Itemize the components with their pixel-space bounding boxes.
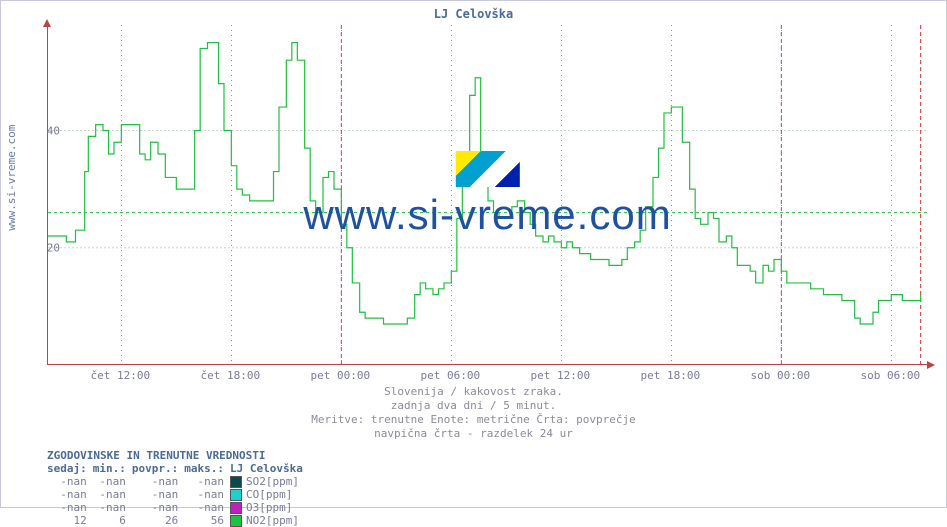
legend-value: -nan [47, 488, 93, 501]
x-tick-label: pet 06:00 [421, 369, 481, 382]
legend-value: 12 [47, 514, 93, 527]
x-tick-label: pet 18:00 [641, 369, 701, 382]
x-tick-label: pet 12:00 [531, 369, 591, 382]
legend-swatch-icon [230, 502, 242, 514]
legend-series: CO[ppm] [230, 488, 309, 501]
x-tick-label: sob 00:00 [751, 369, 811, 382]
legend-value: 56 [184, 514, 230, 527]
legend-col-min: min.: [93, 462, 132, 475]
caption-line-2: zadnja dva dni / 5 minut. [1, 399, 946, 413]
legend-col-sedaj: sedaj: [47, 462, 93, 475]
legend-title: ZGODOVINSKE IN TRENUTNE VREDNOSTI [47, 449, 309, 462]
legend: ZGODOVINSKE IN TRENUTNE VREDNOSTI sedaj:… [47, 449, 309, 527]
plot-area: www.si-vreme.com [47, 25, 927, 365]
y-tick-label: 40 [47, 124, 60, 137]
legend-series-header: LJ Celovška [230, 462, 309, 475]
legend-value: -nan [184, 475, 230, 488]
x-tick-label: čet 12:00 [91, 369, 151, 382]
legend-row: -nan-nan-nan-nanSO2[ppm] [47, 475, 309, 488]
legend-col-povpr: povpr.: [132, 462, 184, 475]
x-tick-label: sob 06:00 [861, 369, 921, 382]
legend-swatch-icon [230, 489, 242, 501]
legend-value: -nan [132, 488, 184, 501]
legend-series: NO2[ppm] [230, 514, 309, 527]
x-axis-arrow-icon [927, 361, 935, 369]
legend-value: -nan [184, 488, 230, 501]
plot-svg [48, 25, 928, 365]
legend-col-maks: maks.: [184, 462, 230, 475]
caption-line-3: Meritve: trenutne Enote: metrične Črta: … [1, 413, 946, 427]
x-tick-label: čet 18:00 [201, 369, 261, 382]
legend-value: -nan [93, 475, 132, 488]
legend-table: sedaj: min.: povpr.: maks.: LJ Celovška … [47, 462, 309, 527]
legend-row: -nan-nan-nan-nanCO[ppm] [47, 488, 309, 501]
y-tick-label: 20 [47, 241, 60, 254]
chart-title: LJ Celovška [1, 7, 946, 21]
caption-line-1: Slovenija / kakovost zraka. [1, 385, 946, 399]
legend-value: -nan [47, 475, 93, 488]
chart-container: LJ Celovška www.si-vreme.com www.si-vrem… [0, 0, 947, 508]
caption-line-4: navpična črta - razdelek 24 ur [1, 427, 946, 441]
legend-row: 1262656NO2[ppm] [47, 514, 309, 527]
legend-value: 6 [93, 514, 132, 527]
y-axis-label: www.si-vreme.com [5, 125, 18, 231]
legend-value: 26 [132, 514, 184, 527]
legend-value: -nan [132, 475, 184, 488]
x-tick-label: pet 00:00 [311, 369, 371, 382]
legend-value: -nan [93, 488, 132, 501]
legend-header-row: sedaj: min.: povpr.: maks.: LJ Celovška [47, 462, 309, 475]
legend-swatch-icon [230, 476, 242, 488]
legend-series: SO2[ppm] [230, 475, 309, 488]
legend-swatch-icon [230, 515, 242, 527]
